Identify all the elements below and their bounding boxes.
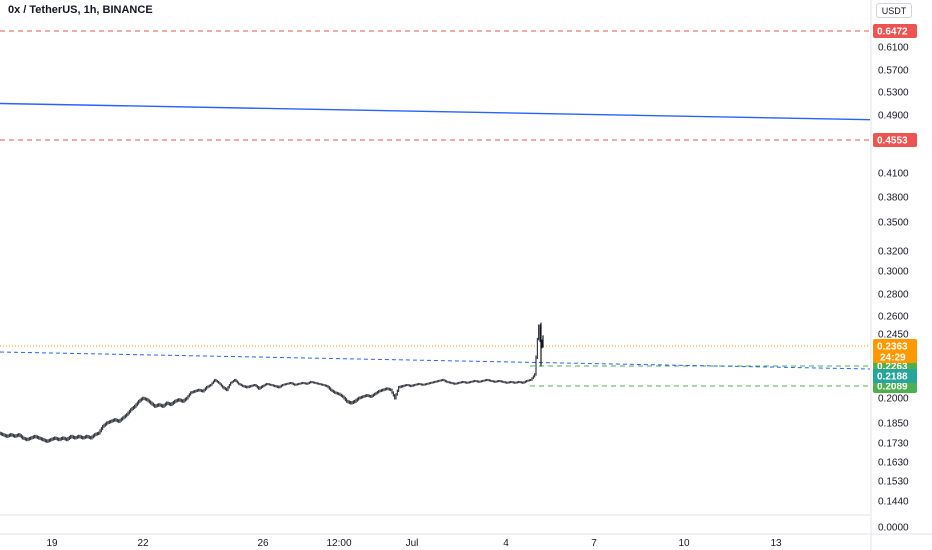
price-tick-label: 0.1630 [878, 458, 909, 469]
current-price-label: 0.2363 [877, 342, 908, 353]
time-tick-label: Jul [406, 538, 419, 549]
time-tick-label: 22 [137, 538, 149, 549]
price-tick-label: 0.5300 [878, 88, 909, 99]
price-tick-label: 0.2450 [878, 330, 909, 341]
chart-title: 0x / TetherUS, 1h, BINANCE [8, 4, 153, 16]
level-badge [873, 133, 917, 147]
time-tick-label: 4 [503, 538, 509, 549]
price-tick-label: 0.3200 [878, 247, 909, 258]
time-tick-label: 7 [591, 538, 597, 549]
price-tick-label: 0.1850 [878, 419, 909, 430]
time-tick-label: 10 [678, 538, 690, 549]
currency-selector[interactable]: USDT [876, 3, 912, 18]
time-tick-label: 26 [257, 538, 269, 549]
price-tick-label: 0.4100 [878, 169, 909, 180]
price-tick-label: 0.1730 [878, 439, 909, 450]
price-tick-label: 0.3500 [878, 218, 909, 229]
price-tick-label: 0.0000 [878, 523, 909, 534]
current-price-badge [873, 339, 917, 363]
price-tick-label: 0.3800 [878, 193, 909, 204]
trendline-solid [0, 102, 871, 121]
time-tick-label: 13 [770, 538, 782, 549]
price-tick-label: 0.2600 [878, 312, 909, 323]
level-label: 0.4553 [877, 136, 908, 147]
time-tick-label: 19 [46, 538, 58, 549]
countdown-label: 24:29 [880, 353, 906, 364]
price-tick-label: 0.4900 [878, 111, 909, 122]
price-tick-label: 0.3000 [878, 267, 909, 278]
trend-badge-label: 0.2188 [877, 372, 908, 383]
price-tick-label: 0.1440 [878, 497, 909, 508]
price-tick-label: 0.2000 [878, 394, 909, 405]
time-tick-label: 12:00 [326, 538, 351, 549]
level-label: 0.2263 [877, 362, 908, 373]
trendline-dashed [0, 351, 871, 370]
price-tick-label: 0.1530 [878, 477, 909, 488]
trend-badge [873, 369, 917, 383]
level-badge [873, 24, 917, 38]
level-label: 0.2089 [877, 382, 908, 393]
price-tick-label: 0.2800 [878, 290, 909, 301]
price-tick-label: 0.5700 [878, 66, 909, 77]
price-tick-label: 0.6100 [878, 43, 909, 54]
level-label: 0.6472 [877, 27, 908, 38]
